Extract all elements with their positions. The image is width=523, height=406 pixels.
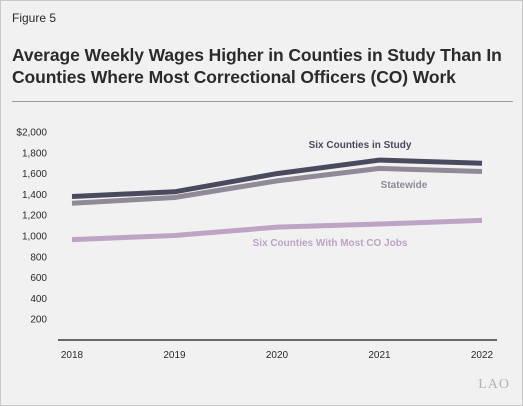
y-tick-label: $2,000 — [16, 128, 47, 139]
y-tick-label: 200 — [30, 315, 47, 326]
series-label-six-counties-with-most-co-jobs: Six Counties With Most CO Jobs — [253, 238, 408, 249]
x-tick-label: 2018 — [61, 350, 84, 361]
x-tick-label: 2022 — [471, 350, 494, 361]
title-divider — [12, 101, 513, 102]
y-tick-label: 400 — [30, 294, 47, 305]
x-axis-ticks: 2018 2019 2020 2021 2022 — [61, 350, 494, 361]
series-labels: Six Counties in Study Statewide Six Counti… — [253, 140, 428, 249]
series-label-six-counties-in-study: Six Counties in Study — [309, 140, 412, 151]
series-label-statewide: Statewide — [381, 180, 428, 191]
chart-title: Average Weekly Wages Higher in Counties … — [12, 45, 502, 87]
y-tick-label: 600 — [30, 273, 47, 284]
y-axis-ticks: $2,000 1,800 1,600 1,400 1,200 1,000 800 600 400… — [16, 128, 47, 326]
lao-logo: LAO — [478, 377, 510, 392]
x-tick-label: 2020 — [266, 350, 289, 361]
series-line-statewide — [71, 165, 483, 206]
y-tick-label: 1,000 — [22, 232, 47, 243]
series-line-six-counties-in-study — [71, 157, 483, 199]
x-tick-label: 2019 — [163, 350, 186, 361]
series-lines — [71, 157, 483, 243]
x-tick-label: 2021 — [368, 350, 391, 361]
y-tick-label: 1,600 — [22, 169, 47, 180]
y-tick-label: 1,400 — [22, 190, 47, 201]
y-tick-label: 1,200 — [22, 211, 47, 222]
series-line-six-counties-with-most-co-jobs — [71, 217, 483, 243]
y-tick-label: 800 — [30, 252, 47, 263]
y-tick-label: 1,800 — [22, 148, 47, 159]
figure-label: Figure 5 — [12, 11, 57, 25]
